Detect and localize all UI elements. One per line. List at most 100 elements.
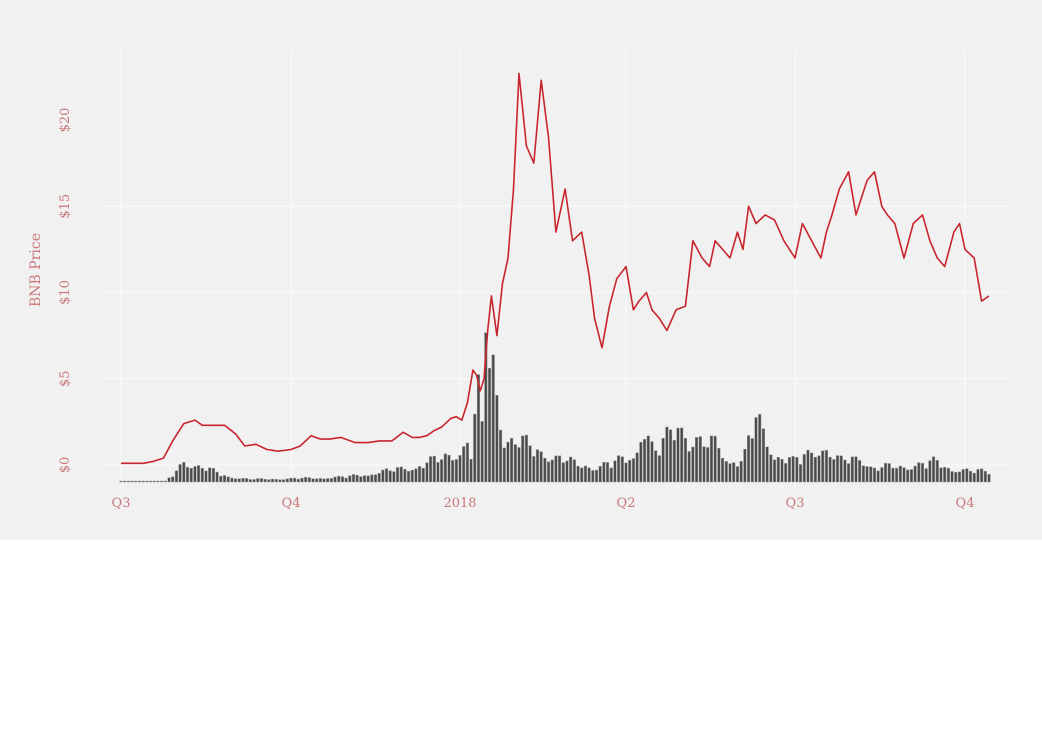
volume-bar-107 (513, 444, 517, 483)
vertical-gridlines (120, 50, 966, 490)
volume-bar-149 (669, 429, 673, 483)
volume-bar-64 (355, 474, 359, 483)
volume-bar-182 (791, 456, 795, 483)
x-tick-label-1: Q4 (282, 496, 301, 511)
volume-bar-49 (300, 477, 304, 483)
volume-bar-154 (687, 451, 691, 483)
volume-bar-65 (359, 476, 363, 483)
volume-bar-62 (348, 475, 352, 483)
volume-bar-57 (329, 478, 333, 483)
volume-bar-30 (230, 477, 234, 483)
volume-bar-79 (410, 469, 414, 483)
volume-bar-22 (200, 468, 204, 483)
price-line (121, 72, 990, 465)
volume-bar-199 (854, 456, 858, 483)
volume-bar-209 (891, 467, 895, 483)
volume-bar-24 (208, 467, 212, 483)
volume-bar-93 (462, 446, 466, 483)
volume-bar-134 (613, 460, 617, 483)
x-axis-ticks: Q3 Q4 2018 Q2 Q3 Q4 (112, 496, 975, 511)
volume-bar-205 (876, 470, 880, 483)
volume-bar-74 (392, 471, 396, 483)
volume-bar-148 (665, 426, 669, 483)
volume-bar-69 (373, 474, 378, 483)
volume-bar-85 (432, 455, 436, 483)
x-tick-label-3: Q2 (617, 496, 636, 511)
volume-bar-118 (554, 455, 558, 483)
volume-bar-112 (532, 456, 536, 483)
chart-panel: $0 $5 $10 $15 $20 Q3 Q4 2018 Q2 Q3 Q4 BNB Price (0, 0, 1042, 540)
volume-bar-53 (315, 478, 319, 483)
volume-bar-141 (639, 442, 643, 483)
volume-bar-11 (160, 480, 164, 483)
volume-bar-13 (167, 477, 171, 483)
volume-bar-137 (624, 462, 628, 483)
volume-bar-99 (484, 332, 488, 483)
volume-bar-190 (821, 450, 825, 483)
volume-bar-231 (972, 472, 976, 483)
volume-bar-106 (510, 437, 514, 483)
volume-bar-144 (650, 441, 654, 483)
volume-bar-230 (968, 470, 973, 483)
volume-bar-234 (983, 470, 987, 483)
volume-bar-131 (602, 462, 606, 483)
volume-bar-223 (943, 466, 947, 483)
volume-bar-46 (289, 477, 293, 483)
volume-bar-116 (546, 461, 551, 483)
volume-bar-140 (635, 452, 639, 483)
volume-bar-117 (550, 459, 554, 483)
volume-bar-211 (898, 465, 902, 483)
volume-bar-98 (480, 421, 484, 483)
volume-bar-191 (824, 449, 828, 483)
volume-bar-39 (263, 478, 267, 483)
volume-bar-202 (865, 466, 869, 483)
volume-bar-132 (606, 462, 610, 483)
y-tick-label-1: $5 (58, 370, 73, 387)
volume-bar-194 (835, 455, 840, 483)
volume-bar-139 (631, 458, 635, 483)
volume-bar-104 (502, 447, 506, 483)
volume-bar-20 (193, 466, 197, 483)
volume-bar-172 (754, 417, 758, 483)
volume-bar-222 (939, 467, 943, 483)
volume-bar-206 (880, 467, 884, 483)
volume-bar-68 (370, 474, 374, 483)
volume-bar-184 (798, 464, 803, 483)
volume-bar-212 (902, 467, 906, 483)
volume-bar-232 (976, 469, 980, 483)
volume-bar-2 (126, 480, 130, 483)
volume-bar-87 (440, 459, 444, 483)
volume-bar-204 (872, 467, 877, 483)
volume-bar-48 (296, 478, 300, 483)
volume-bar-120 (561, 462, 565, 483)
volume-bar-176 (769, 454, 773, 483)
volume-bar-179 (780, 458, 784, 483)
volume-bar-220 (932, 456, 936, 483)
volume-bar-187 (810, 452, 814, 483)
volume-bar-135 (617, 455, 621, 483)
volume-bar-208 (887, 463, 891, 483)
volume-bar-21 (197, 465, 201, 483)
volume-bar-133 (609, 467, 613, 483)
volume-bar-158 (702, 446, 706, 483)
volume-bar-198 (850, 456, 854, 483)
volume-bar-160 (709, 435, 713, 483)
volume-bar-35 (248, 479, 252, 483)
volume-bar-109 (521, 435, 525, 483)
volume-bar-25 (211, 468, 215, 483)
volume-bar-130 (598, 465, 602, 483)
volume-bar-92 (458, 455, 462, 483)
volume-bar-63 (351, 474, 356, 483)
volume-bar-31 (234, 478, 238, 483)
volume-bar-173 (758, 414, 762, 483)
volume-bar-164 (724, 461, 728, 483)
volume-bar-108 (517, 447, 521, 483)
volume-bar-18 (185, 466, 190, 483)
volume-bar-70 (377, 473, 381, 483)
volume-bar-10 (156, 480, 160, 483)
volume-bar-29 (226, 476, 230, 483)
volume-bar-213 (906, 469, 910, 483)
volume-bar-183 (795, 457, 799, 483)
volume-bar-114 (539, 451, 543, 483)
volume-bar-83 (425, 462, 429, 483)
